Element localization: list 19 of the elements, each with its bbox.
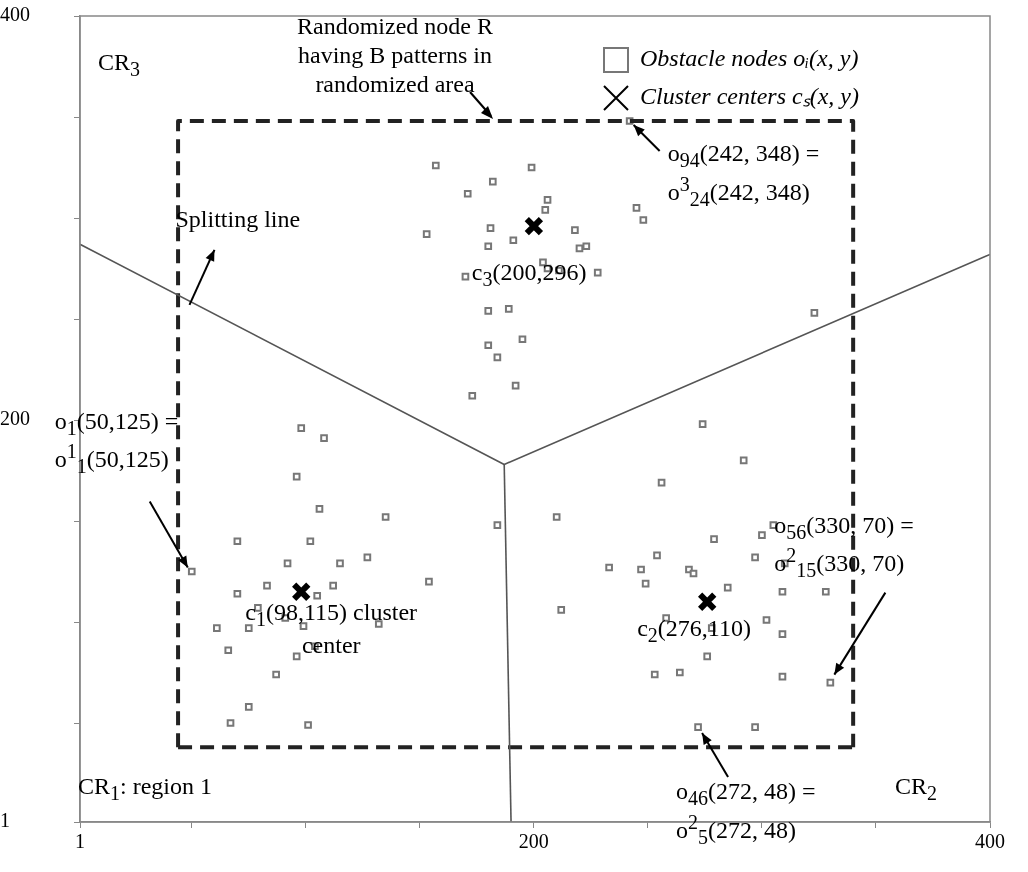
annotation: CR$_{1}$: region 1 bbox=[78, 772, 212, 805]
annotation: Randomized node R having B patterns in randomized area bbox=[296, 12, 494, 99]
annotation: Splitting line bbox=[175, 204, 302, 234]
annotation: c$_{1}$(98,115) cluster center bbox=[244, 597, 419, 660]
annotation: c$_{3}$(200,296) bbox=[471, 258, 588, 291]
y-tick-label: 400 bbox=[0, 3, 30, 26]
annotation: c$_{2}$(276,110) bbox=[637, 613, 752, 647]
y-tick-label: 1 bbox=[0, 809, 10, 832]
annotation: o$_{1}$(50,125) = o$^{1}$$_{1}$(50,125) bbox=[54, 406, 180, 479]
annotation: CR$_{3}$ bbox=[98, 48, 141, 81]
x-tick-label: 1 bbox=[75, 830, 85, 853]
legend-label: Obstacle nodes oᵢ(x, y) bbox=[640, 45, 859, 72]
legend-label: Cluster centers cₛ(x, y) bbox=[640, 83, 859, 110]
x-tick-label: 400 bbox=[975, 830, 1005, 853]
x-tick-label: 200 bbox=[518, 830, 549, 853]
annotation: o$_{94}$(242, 348) = o$^{3}$$_{24}$(242, 348) bbox=[667, 139, 821, 211]
y-tick-label: 200 bbox=[0, 407, 30, 430]
annotation: o$_{46}$(272, 48) = o$^{2}$$_{5}$(272, 48) bbox=[676, 777, 817, 849]
annotation: CR$_{2}$ bbox=[895, 772, 938, 805]
